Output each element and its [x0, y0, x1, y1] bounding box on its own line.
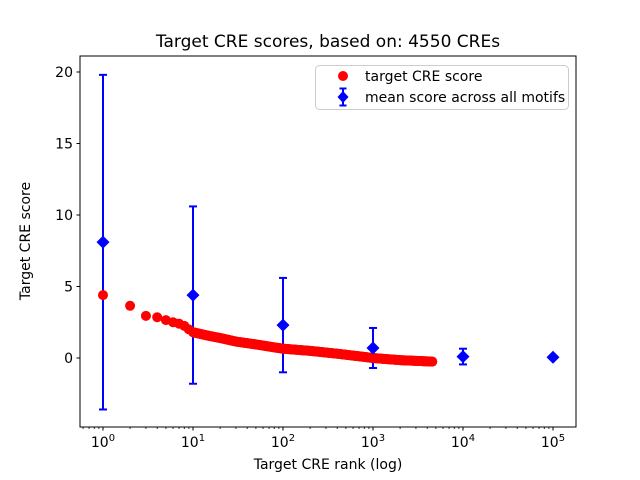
- legend-box: [315, 65, 569, 110]
- svg-text:101: 101: [181, 433, 205, 451]
- plot-area: [79, 55, 577, 428]
- x-axis-label: Target CRE rank (log): [253, 457, 403, 473]
- legend: target CRE score mean score across all m…: [315, 65, 569, 110]
- svg-text:10: 10: [55, 208, 73, 224]
- svg-text:105: 105: [541, 433, 565, 451]
- svg-text:15: 15: [55, 137, 73, 153]
- svg-text:20: 20: [55, 65, 73, 81]
- svg-text:104: 104: [451, 433, 475, 451]
- mean-score-series: [96, 235, 560, 364]
- svg-text:5: 5: [64, 280, 73, 296]
- target-score-series: [98, 290, 438, 367]
- legend-label-mean: mean score across all motifs: [365, 90, 565, 106]
- legend-target-marker-icon: [338, 71, 348, 81]
- chart-title: Target CRE scores, based on: 4550 CREs: [155, 32, 500, 52]
- y-axis-label: Target CRE score: [18, 182, 34, 301]
- svg-text:100: 100: [91, 433, 115, 451]
- svg-text:103: 103: [361, 433, 385, 451]
- svg-text:102: 102: [271, 433, 295, 451]
- svg-text:0: 0: [64, 351, 73, 367]
- y-axis: 0 5 10 15 20: [55, 65, 80, 367]
- legend-label-target: target CRE score: [365, 69, 482, 85]
- legend-mean-marker-icon: [337, 87, 349, 107]
- x-axis: 100 101 102 103 104 105: [82, 427, 565, 451]
